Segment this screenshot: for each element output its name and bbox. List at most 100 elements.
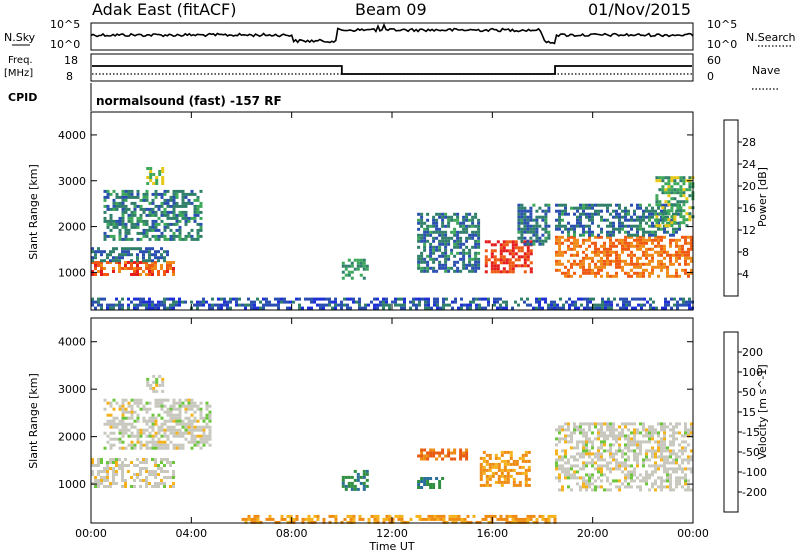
vel-cell <box>346 520 350 524</box>
vel-cell <box>491 471 495 475</box>
vel-cell <box>654 431 657 435</box>
power-cell <box>436 300 439 304</box>
power-cell <box>142 192 146 196</box>
vel-cell <box>624 443 627 447</box>
vel-cell <box>630 476 633 480</box>
power-cell <box>555 238 558 242</box>
power-cell <box>151 207 155 211</box>
vel-cell <box>663 422 666 426</box>
power-cell <box>624 206 627 210</box>
vel-cell <box>564 461 567 465</box>
vel-cell <box>274 520 278 524</box>
power-cell <box>97 250 100 254</box>
vel-cell <box>91 470 94 473</box>
power-cell <box>417 254 421 258</box>
vel-cell <box>432 483 436 486</box>
vel-cell <box>139 446 143 450</box>
power-cell <box>142 198 146 202</box>
power-cell <box>639 271 642 275</box>
power-cell <box>163 213 167 217</box>
vel-cell <box>253 514 257 518</box>
vel-cell <box>603 458 606 462</box>
power-cell <box>633 212 636 216</box>
power-cell <box>597 271 600 275</box>
vel-cell <box>675 437 678 441</box>
vel-cell <box>603 473 606 477</box>
x-tick-label: 08:00 <box>276 527 308 540</box>
power-cell <box>618 227 621 231</box>
vel-cell <box>535 520 539 524</box>
power-cell <box>118 201 122 205</box>
vel-cell <box>666 446 669 450</box>
power-cell <box>633 218 636 222</box>
vel-cell <box>672 425 675 429</box>
power-cell <box>163 189 167 193</box>
vel-cell <box>669 449 672 453</box>
power-cell <box>157 222 161 226</box>
power-cell <box>609 238 612 242</box>
vel-cell <box>657 476 660 480</box>
power-cell <box>385 300 388 304</box>
vel-cell <box>618 467 621 471</box>
power-cell <box>679 297 682 301</box>
vel-cell <box>163 470 166 473</box>
vel-cell <box>307 520 311 524</box>
power-cell <box>630 235 633 239</box>
power-cell <box>444 230 448 234</box>
power-cell <box>568 306 571 310</box>
power-cell <box>444 257 448 261</box>
vel-cell <box>532 514 536 518</box>
vel-cell <box>169 416 173 420</box>
power-cell <box>196 300 199 304</box>
power-cell <box>112 306 115 310</box>
vel-cell <box>362 484 366 488</box>
vel-cell <box>139 443 143 447</box>
power-cell <box>688 194 692 198</box>
power-cell <box>352 297 355 301</box>
power-cell <box>91 247 94 251</box>
power-cell <box>625 300 628 304</box>
x-tick-label: 16:00 <box>476 527 508 540</box>
power-cell <box>517 215 521 219</box>
vel-cell <box>426 454 430 458</box>
power-cell <box>474 263 478 267</box>
vel-cell <box>250 517 254 521</box>
vel-cell <box>579 476 582 480</box>
vel-cell <box>639 443 642 447</box>
power-cell <box>600 259 603 263</box>
vel-cell <box>499 517 503 521</box>
vel-cell <box>606 476 609 480</box>
power-cell <box>600 250 603 254</box>
vel-cell <box>193 443 197 447</box>
power-cell <box>471 266 475 270</box>
vel-cell <box>202 428 206 432</box>
vel-cell <box>582 446 585 450</box>
power-cell <box>139 204 143 208</box>
vel-cell <box>660 476 663 480</box>
power-cell <box>175 204 179 208</box>
power-cell <box>112 201 116 205</box>
vel-cell <box>588 473 591 477</box>
power-cell <box>526 242 530 246</box>
power-cell <box>118 216 122 220</box>
power-cell <box>672 212 675 216</box>
power-cell <box>435 245 439 249</box>
power-cell <box>337 303 340 307</box>
vel-cell <box>157 428 161 432</box>
vel-cell <box>157 413 161 417</box>
power-cell <box>115 261 118 264</box>
power-cell <box>529 270 533 274</box>
vel-cell <box>529 514 533 518</box>
power-cell <box>163 306 166 310</box>
power-cell <box>121 297 124 301</box>
vel-cell <box>564 455 567 459</box>
vel-cell <box>169 428 173 432</box>
vel-cell <box>630 443 633 447</box>
power-cell <box>687 262 690 266</box>
power-cell <box>678 247 681 251</box>
power-cell <box>441 221 445 225</box>
vel-cell <box>564 470 567 474</box>
vel-cell <box>130 434 134 438</box>
power-cell <box>621 209 624 213</box>
vel-cell <box>139 428 143 432</box>
